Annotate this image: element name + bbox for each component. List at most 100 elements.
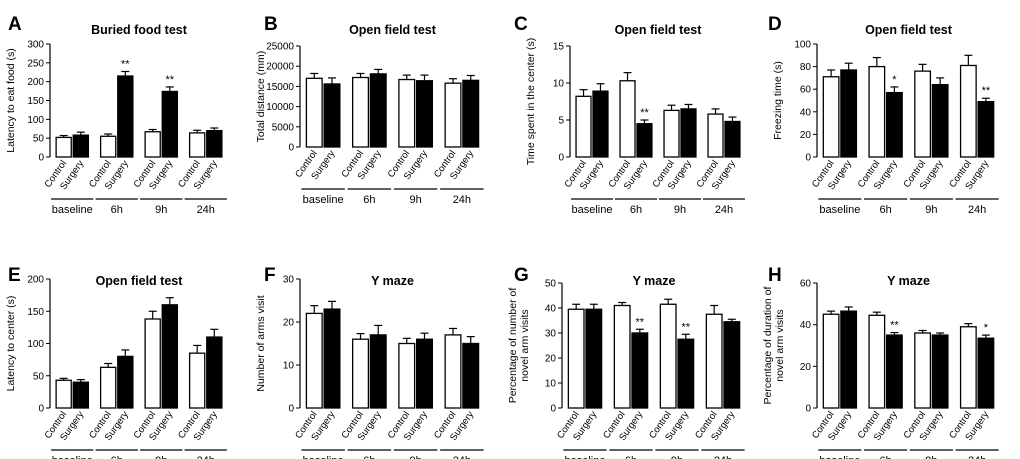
y-tick-label: 0 [38, 153, 44, 164]
bar-control [613, 304, 631, 409]
bar-surgery [977, 100, 995, 158]
bar-surgery [636, 123, 653, 158]
bar-surgery [931, 334, 949, 409]
group-label: 24h [197, 455, 215, 459]
chart-title: Open field test [865, 23, 953, 37]
bar-surgery [206, 336, 223, 409]
y-tick-label: 10000 [266, 102, 294, 113]
bar-control [351, 338, 370, 409]
significance-mark: ** [636, 316, 645, 328]
bar-surgery [369, 334, 387, 409]
bar-control [398, 78, 416, 148]
significance-mark: * [984, 322, 989, 334]
bar-surgery [885, 334, 903, 409]
y-tick-label: 60 [800, 85, 812, 96]
bar-control [663, 109, 680, 158]
bar-surgery [369, 73, 387, 148]
y-tick-label: 0 [38, 404, 44, 415]
bar-surgery [117, 355, 134, 409]
y-tick-label: 0 [288, 143, 294, 154]
y-tick-label: 10 [283, 361, 295, 372]
y-tick-label: 20 [283, 318, 295, 329]
bar-surgery [415, 80, 434, 148]
bar-control [707, 113, 724, 158]
y-axis-label: Freezing time (s) [772, 61, 784, 140]
y-axis-label: Number of arms visit [255, 295, 267, 391]
bar-surgery [585, 308, 603, 409]
group-label: 9h [155, 204, 167, 216]
group-label: baseline [52, 204, 93, 216]
bar-control [99, 135, 117, 158]
bar-surgery [631, 332, 649, 409]
significance-mark: ** [640, 107, 649, 119]
bar-surgery [677, 338, 695, 409]
y-tick-label: 0 [550, 404, 556, 415]
significance-mark: ** [166, 74, 175, 86]
bar-control [305, 77, 323, 148]
bar-control [705, 313, 723, 409]
y-axis-label: Percentage of number of [507, 288, 519, 404]
y-axis-label: Percentage of duration of [762, 286, 774, 404]
chart-title: Open field test [96, 274, 184, 288]
bar-surgery [885, 91, 903, 158]
y-tick-label: 0 [805, 404, 811, 415]
bar-surgery [977, 337, 995, 409]
y-tick-label: 20000 [266, 62, 294, 73]
bar-surgery [462, 79, 480, 148]
chart-title: Y maze [633, 274, 676, 288]
y-axis-label: Total distance (mm) [255, 51, 267, 143]
group-label: 24h [968, 204, 986, 216]
y-axis-label: Time spent in the center (s) [525, 38, 537, 165]
y-tick-label: 20 [545, 354, 557, 365]
group-label: 24h [714, 455, 732, 459]
y-tick-label: 150 [27, 96, 44, 107]
y-tick-label: 200 [27, 77, 44, 88]
bar-control [619, 80, 636, 158]
group-label: 9h [674, 204, 686, 216]
panel-letter: F [264, 265, 276, 286]
y-tick-label: 40 [800, 107, 812, 118]
bar-surgery [161, 90, 179, 158]
bar-surgery [72, 134, 90, 158]
bar-control [398, 342, 416, 409]
y-tick-label: 60 [800, 279, 812, 290]
bar-control [567, 308, 585, 409]
group-label: 6h [880, 204, 892, 216]
y-tick-label: 30 [545, 329, 557, 340]
bar-surgery [462, 342, 480, 409]
group-label: baseline [819, 455, 860, 459]
y-tick-label: 15 [553, 42, 565, 53]
group-label: baseline [303, 194, 344, 206]
y-tick-label: 0 [805, 153, 811, 164]
bar-surgery [72, 381, 90, 409]
y-tick-label: 100 [794, 40, 811, 51]
chart-title: Open field test [615, 23, 703, 37]
bar-surgery [323, 83, 341, 148]
significance-mark: ** [121, 58, 130, 70]
group-label: baseline [52, 455, 93, 459]
group-label: 9h [671, 455, 683, 459]
bar-control [575, 95, 592, 158]
group-label: 6h [625, 455, 637, 459]
bar-control [959, 326, 977, 409]
bar-surgery [323, 308, 341, 409]
bar-control [914, 70, 932, 158]
y-tick-label: 10 [553, 79, 565, 90]
bar-control [868, 314, 886, 409]
panel-letter: D [768, 14, 782, 35]
y-tick-label: 25000 [266, 42, 294, 53]
bar-control [822, 76, 840, 158]
chart-title: Y maze [887, 274, 930, 288]
group-label: 6h [363, 194, 375, 206]
bar-surgery [724, 120, 741, 158]
y-tick-label: 30 [283, 275, 295, 286]
group-label: 6h [630, 204, 642, 216]
bar-control [55, 379, 72, 409]
panel-letter: B [264, 14, 278, 35]
group-label: 6h [111, 455, 123, 459]
y-tick-label: 200 [27, 275, 44, 286]
group-label: 9h [925, 204, 937, 216]
significance-mark: ** [982, 85, 991, 97]
